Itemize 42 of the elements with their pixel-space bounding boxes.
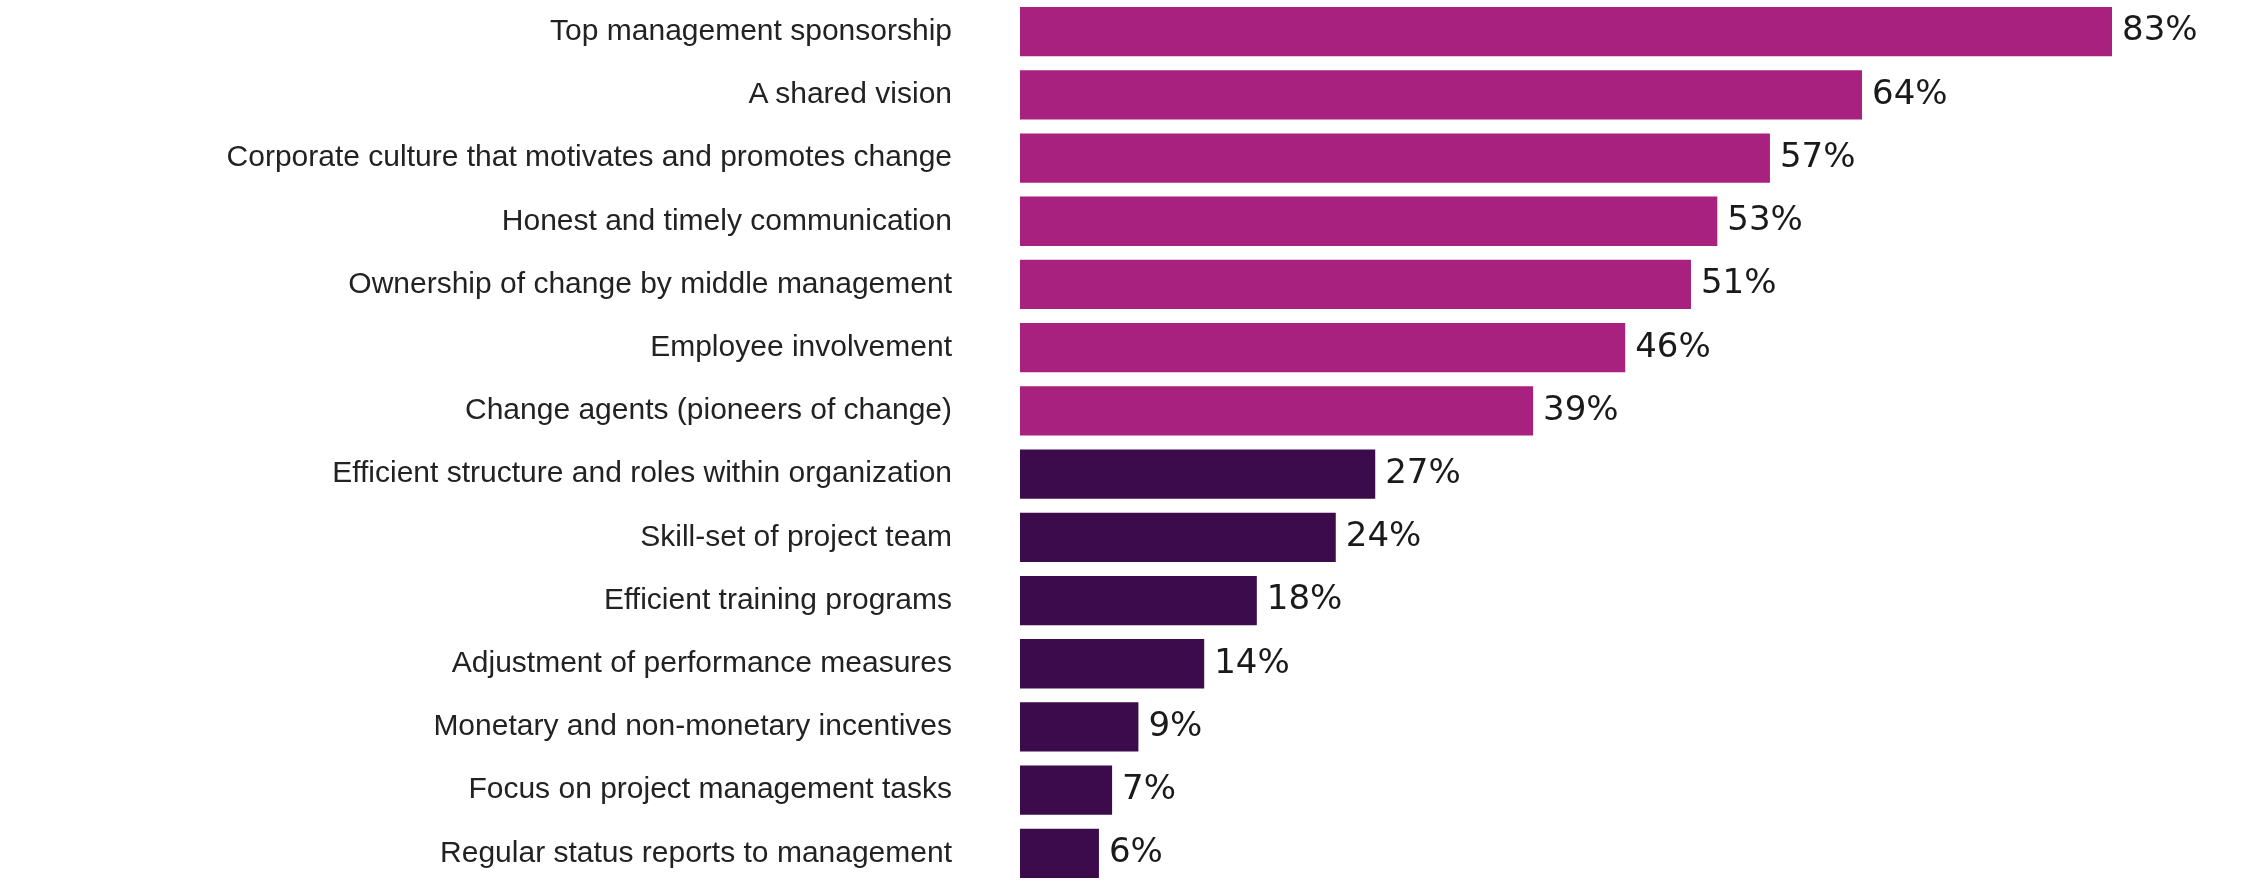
data-label: 9%: [1148, 703, 1203, 744]
data-label: 27%: [1385, 450, 1461, 491]
bar: [1020, 323, 1626, 373]
y-tick-label: Change agents (pioneers of change): [464, 392, 952, 426]
bar: [1020, 386, 1534, 436]
y-tick-label: Adjustment of performance measures: [451, 645, 952, 679]
data-label: 39%: [1543, 387, 1619, 428]
bar: [1020, 512, 1336, 562]
bar: [1020, 702, 1139, 752]
data-label: 6%: [1108, 830, 1163, 871]
bar: [1020, 449, 1376, 499]
y-tick-label: Monetary and non-monetary incentives: [433, 708, 952, 742]
bar: [1020, 575, 1257, 626]
bar: [1020, 70, 1863, 120]
y-tick-label: Ownership of change by middle management: [348, 265, 953, 299]
y-tick-label: Efficient structure and roles within organization: [332, 455, 952, 489]
data-label: 14%: [1214, 640, 1290, 681]
bar: [1020, 828, 1099, 879]
data-label: 64%: [1872, 71, 1948, 112]
data-label: 83%: [2122, 8, 2198, 49]
y-tick-label: Focus on project management tasks: [468, 771, 952, 805]
y-tick-label: Regular status reports to management: [440, 834, 953, 868]
data-label: 51%: [1700, 261, 1777, 302]
bar: [1020, 133, 1770, 183]
data-label: 24%: [1345, 514, 1422, 555]
data-label: 18%: [1266, 577, 1343, 618]
y-tick-label: Skill-set of project team: [640, 518, 952, 552]
data-label: 53%: [1727, 198, 1803, 239]
data-label: 57%: [1779, 134, 1856, 175]
y-tick-label: Corporate culture that motivates and promotes change: [226, 139, 952, 173]
y-tick-label: Efficient training programs: [604, 581, 952, 615]
bar: [1020, 196, 1718, 246]
bar: [1020, 639, 1205, 689]
bar: [1020, 259, 1691, 310]
bar: [1020, 765, 1113, 815]
y-tick-label: Honest and timely communication: [501, 202, 952, 236]
y-tick-label: Top management sponsorship: [550, 12, 952, 46]
y-tick-label: Employee involvement: [650, 328, 953, 362]
data-label: 46%: [1635, 324, 1711, 365]
data-label: 7%: [1122, 767, 1177, 808]
bar: [1020, 6, 2112, 57]
y-tick-label: A shared vision: [748, 76, 952, 110]
